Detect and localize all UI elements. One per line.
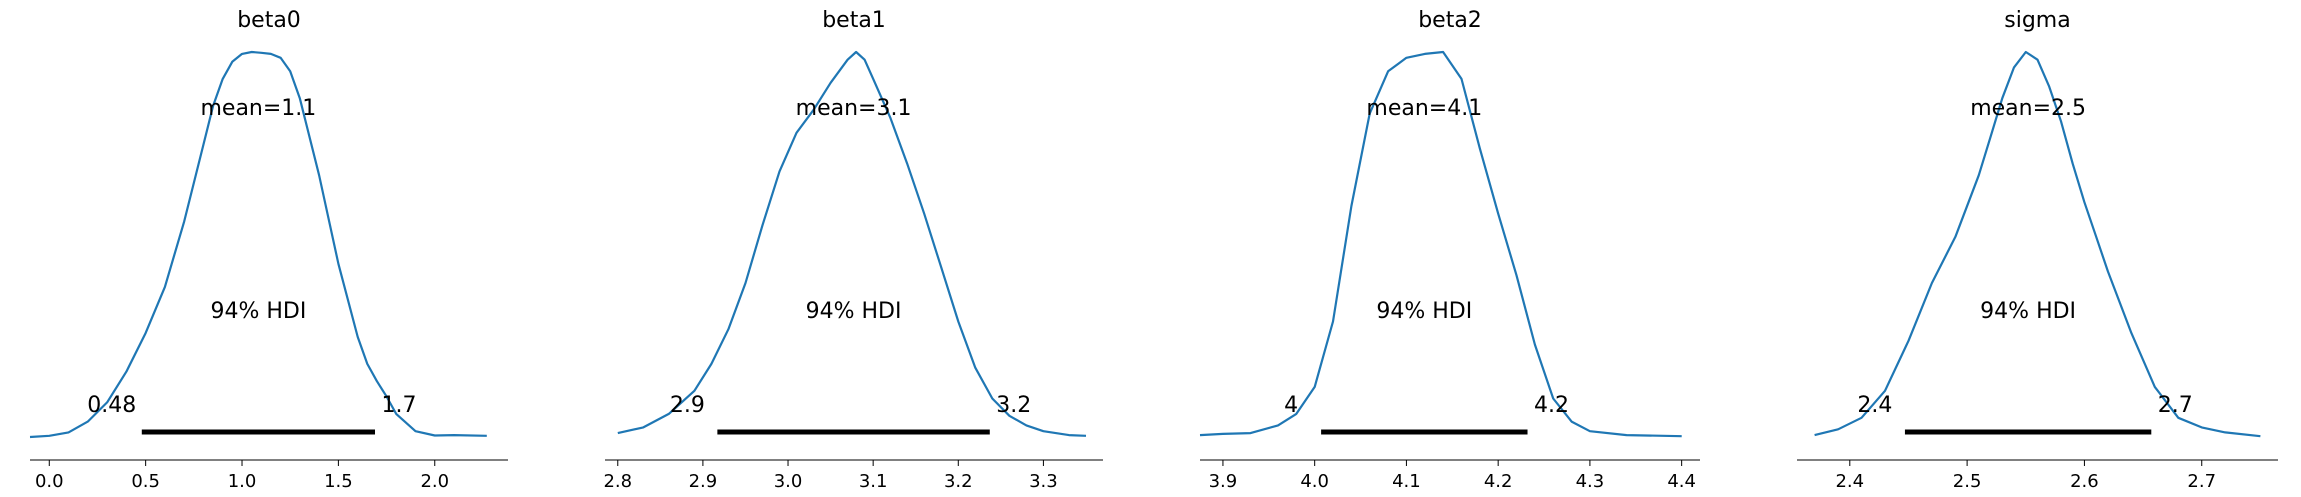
hdi-lower-label: 4 xyxy=(1284,393,1298,418)
x-tick-label: 4.3 xyxy=(1576,471,1605,492)
hdi-lower-label: 2.9 xyxy=(670,393,705,418)
panel-title: beta1 xyxy=(822,8,886,33)
x-tick-label: 4.1 xyxy=(1392,471,1421,492)
mean-label: mean=3.1 xyxy=(796,96,912,121)
hdi-upper-label: 1.7 xyxy=(382,393,417,418)
panel-title: beta0 xyxy=(237,8,301,33)
x-tick-label: 0.0 xyxy=(35,471,64,492)
panel-title: beta2 xyxy=(1418,8,1482,33)
x-tick-label: 2.7 xyxy=(2187,471,2216,492)
mean-label: mean=1.1 xyxy=(200,96,316,121)
x-tick-label: 4.2 xyxy=(1484,471,1513,492)
hdi-label: 94% HDI xyxy=(806,299,902,324)
x-tick-label: 3.1 xyxy=(859,471,888,492)
density-curve xyxy=(617,50,1087,437)
x-tick-label: 2.4 xyxy=(1835,471,1864,492)
hdi-upper-label: 3.2 xyxy=(996,393,1031,418)
mean-label: mean=4.1 xyxy=(1366,96,1482,121)
x-tick-label: 0.5 xyxy=(131,471,160,492)
panel-title: sigma xyxy=(2004,8,2070,33)
hdi-upper-label: 2.7 xyxy=(2158,393,2193,418)
x-tick-label: 2.9 xyxy=(689,471,718,492)
x-tick-label: 3.9 xyxy=(1209,471,1238,492)
hdi-label: 94% HDI xyxy=(1980,299,2076,324)
x-tick-label: 2.8 xyxy=(603,471,632,492)
x-tick-label: 2.6 xyxy=(2070,471,2099,492)
hdi-label: 94% HDI xyxy=(210,299,306,324)
hdi-lower-label: 0.48 xyxy=(87,393,136,418)
x-tick-label: 2.0 xyxy=(420,471,449,492)
hdi-label: 94% HDI xyxy=(1376,299,1472,324)
x-tick-label: 3.2 xyxy=(944,471,973,492)
x-tick-label: 1.5 xyxy=(324,471,353,492)
density-curve xyxy=(29,50,487,439)
x-tick-label: 4.4 xyxy=(1667,471,1696,492)
density-curve xyxy=(1814,50,2261,438)
hdi-upper-label: 4.2 xyxy=(1534,393,1569,418)
x-tick-label: 3.3 xyxy=(1029,471,1058,492)
mean-label: mean=2.5 xyxy=(1970,96,2086,121)
density-curve xyxy=(1199,50,1682,438)
x-tick-label: 4.0 xyxy=(1300,471,1329,492)
x-tick-label: 2.5 xyxy=(1953,471,1982,492)
hdi-lower-label: 2.4 xyxy=(1857,393,1892,418)
x-tick-label: 1.0 xyxy=(228,471,257,492)
x-tick-label: 3.0 xyxy=(774,471,803,492)
